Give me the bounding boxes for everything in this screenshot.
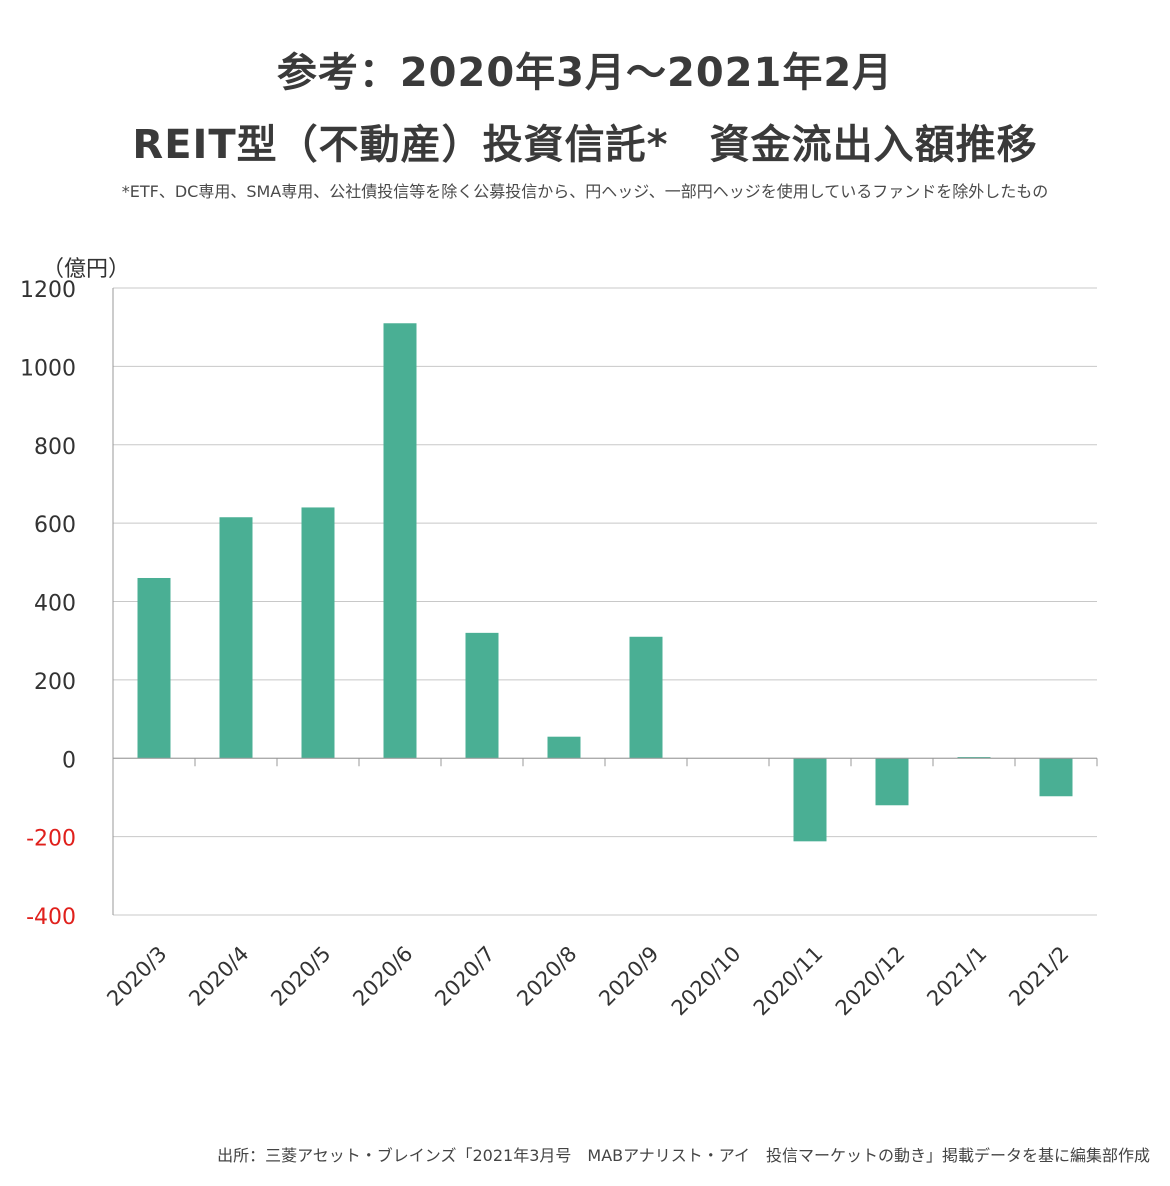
source-note: 出所：三菱アセット・ブレインズ「2021年3月号 MABアナリスト・アイ 投信マ… [217, 1146, 1150, 1165]
x-tick-label: 2020/10 [667, 942, 746, 1021]
bar-2020/12 [875, 758, 909, 806]
y-tick-label: 200 [34, 670, 76, 695]
x-tick-label: 2020/4 [184, 942, 253, 1011]
y-tick-label: 1200 [20, 278, 76, 303]
bar-2020/3 [137, 577, 171, 759]
grid-lines [113, 287, 1097, 916]
x-tick-label: 2021/2 [1004, 942, 1073, 1011]
y-tick-label: 1000 [20, 356, 76, 381]
x-tick-label: 2020/8 [512, 942, 581, 1011]
bar-2020/11 [793, 758, 827, 842]
bar-2021/1 [957, 757, 991, 759]
x-tick-label: 2020/9 [594, 942, 663, 1011]
y-tick-label: 800 [34, 435, 76, 460]
bar-2020/5 [301, 507, 335, 759]
x-tick-label: 2020/3 [102, 942, 171, 1011]
x-tick-label: 2021/1 [922, 942, 991, 1011]
bar-2020/8 [547, 736, 581, 759]
x-tick-label: 2020/6 [348, 942, 417, 1011]
bar-2021/2 [1039, 758, 1073, 797]
x-tick-label: 2020/7 [430, 942, 499, 1011]
bar-2020/7 [465, 632, 499, 759]
y-tick-label: -400 [26, 905, 76, 930]
y-tick-label: 600 [34, 513, 76, 538]
axes [112, 288, 1098, 915]
bars [137, 323, 1073, 842]
y-axis-unit-label: （億円） [42, 257, 130, 282]
x-tick-label: 2020/12 [831, 942, 910, 1021]
y-tick-label: -200 [26, 827, 76, 852]
x-tick-label: 2020/11 [749, 942, 828, 1021]
footnote: *ETF、DC専用、SMA専用、公社債投信等を除く公募投信から、円ヘッジ、一部円… [121, 182, 1049, 201]
chart-title-line-1: 参考：2020年3月～2021年2月 [276, 50, 894, 96]
bar-2020/6 [383, 323, 417, 759]
y-tick-label: 0 [62, 748, 76, 773]
bar-2020/9 [629, 636, 663, 759]
x-tick-label: 2020/5 [266, 942, 335, 1011]
y-tick-label: 400 [34, 592, 76, 617]
bar-2020/4 [219, 517, 253, 759]
chart-title-line-2: REIT型（不動産）投資信託* 資金流出入額推移 [132, 122, 1038, 168]
